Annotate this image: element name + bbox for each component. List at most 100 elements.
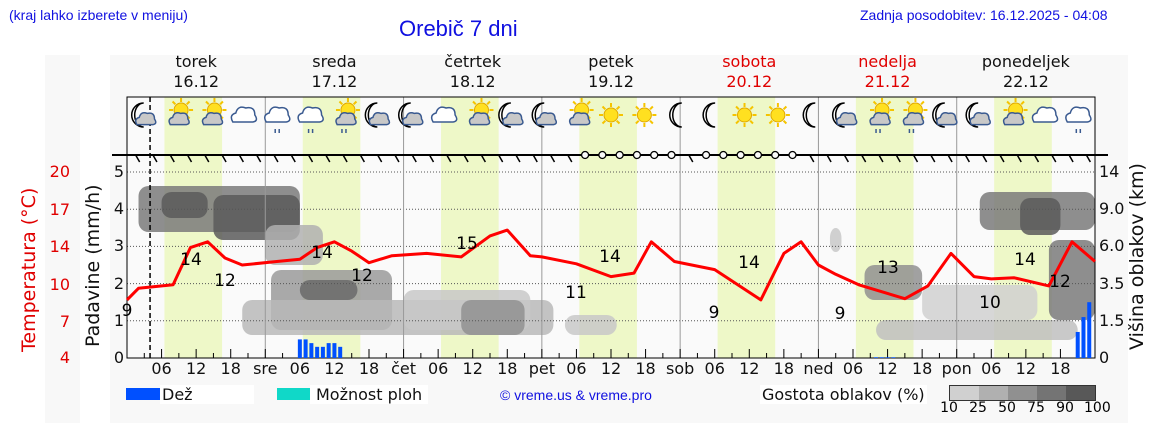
precipitation-tick: 1 <box>113 310 124 330</box>
time-tick: 18 <box>773 359 795 378</box>
svg-text:9: 9 <box>835 304 846 324</box>
sun-cloud-rain-icon <box>335 98 360 133</box>
legend-showers-label: Možnost ploh <box>310 385 429 404</box>
cloud-height-tick: 9.0 <box>1099 199 1125 219</box>
time-tick: 12 <box>324 359 345 378</box>
day-label: četrtek 18.12 <box>413 52 533 92</box>
temperature-tick: 10 <box>49 275 70 294</box>
temperature-tick: 4 <box>59 348 70 367</box>
svg-text:12: 12 <box>351 266 373 286</box>
time-tick: 06 <box>289 359 311 378</box>
day-name: ponedeljek <box>981 52 1070 71</box>
day-label: sreda 17.12 <box>274 52 394 92</box>
svg-text:11: 11 <box>565 283 587 303</box>
legend-showers-swatch <box>277 388 310 400</box>
sun-icon <box>765 103 790 127</box>
cloud-density-swatch <box>979 386 1008 400</box>
cloud-height-tick: 6.0 <box>1099 236 1125 256</box>
precipitation-tick: 0 <box>113 348 124 367</box>
day-label: ponedeljek 22.12 <box>966 52 1086 92</box>
day-name: nedelja <box>858 52 917 71</box>
svg-text:9: 9 <box>709 303 720 323</box>
cloud-height-axis-label: Višina oblakov (km) <box>1126 163 1148 350</box>
sun-icon <box>632 103 657 127</box>
sun-small-cloud-icon <box>168 98 194 126</box>
temperature-tick: 20 <box>49 162 70 181</box>
precipitation-tick: 4 <box>113 199 124 219</box>
day-name: petek <box>588 52 634 71</box>
time-tick: 12 <box>600 359 622 378</box>
sun-cloud-rain-icon <box>869 98 895 133</box>
precipitation-tick: 3 <box>113 236 124 256</box>
svg-text:15: 15 <box>456 234 478 254</box>
cloud-density-swatch <box>1037 386 1066 400</box>
cloud-density-tick: 50 <box>998 400 1016 416</box>
cloud-height-tick: 3.5 <box>1099 273 1125 293</box>
cloud-height-tick: 1.5 <box>1099 310 1125 330</box>
location-menu-hint[interactable]: (kraj lahko izberete v meniju) <box>9 7 188 23</box>
sun-cloud-icon <box>201 98 227 126</box>
moon-cloud-icon <box>364 102 391 128</box>
time-tick: 18 <box>635 359 656 378</box>
day-name: torek <box>175 52 217 71</box>
moon-cloud-icon <box>831 102 858 128</box>
cloud-rain-icon <box>297 106 324 133</box>
svg-text:14: 14 <box>311 243 333 263</box>
temperature-tick: 7 <box>59 312 70 331</box>
cloud-density-swatch <box>1066 386 1095 400</box>
page-title: Orebič 7 dni <box>399 16 518 41</box>
time-tick: sre <box>253 359 278 378</box>
time-tick: ned <box>803 359 834 378</box>
time-tick: 18 <box>358 359 380 378</box>
sun-cloud-rain-icon <box>902 98 928 133</box>
day-date: 16.12 <box>173 72 220 91</box>
sun-cloud-icon <box>1002 98 1028 126</box>
cloud-icon <box>230 106 258 123</box>
cloud-density-tick: 100 <box>1084 400 1111 416</box>
svg-text:14: 14 <box>180 250 202 270</box>
svg-text:12: 12 <box>1049 272 1071 292</box>
time-tick: 06 <box>704 359 725 378</box>
cloud-density-tick: 75 <box>1027 400 1045 416</box>
day-date: 18.12 <box>449 72 496 91</box>
time-tick: 18 <box>220 359 241 378</box>
time-tick: 12 <box>462 359 483 378</box>
cloud-height-tick: 0 <box>1099 348 1110 367</box>
svg-text:14: 14 <box>599 247 621 267</box>
cloud-density-tick: 10 <box>940 400 958 416</box>
last-update: Zadnja posodobitev: 16.12.2025 - 04:08 <box>860 7 1108 23</box>
day-date: 21.12 <box>864 72 911 91</box>
svg-text:12: 12 <box>214 271 236 291</box>
time-tick: 12 <box>1015 359 1037 378</box>
day-label: petek 19.12 <box>551 52 671 92</box>
sun-icon <box>599 103 623 127</box>
day-label: sobota 20.12 <box>689 52 809 92</box>
time-tick: 18 <box>497 359 518 378</box>
svg-text:14: 14 <box>738 253 760 273</box>
cloud-icon <box>430 106 458 123</box>
temperature-tick: 17 <box>49 200 70 219</box>
moon-cloud-icon <box>531 102 558 128</box>
time-tick: 12 <box>185 359 207 378</box>
credit-link[interactable]: © vreme.us & vreme.pro <box>500 387 652 403</box>
day-date: 20.12 <box>726 72 773 91</box>
day-date: 19.12 <box>588 72 634 91</box>
moon-cloud-icon <box>397 102 424 128</box>
cloud-height-tick: 14 <box>1099 162 1120 181</box>
precipitation-tick: 2 <box>113 273 124 293</box>
time-tick: 06 <box>151 359 172 378</box>
cloud-density-scale <box>949 385 1096 401</box>
temp-axis-panel <box>45 55 80 423</box>
cloud-icon <box>1031 106 1059 123</box>
time-tick: pet <box>528 359 555 378</box>
moon-cloud-icon <box>498 102 524 128</box>
temperature-tick: 14 <box>49 237 70 256</box>
time-tick: 06 <box>842 359 864 378</box>
cloud-density-label: Gostota oblakov (%) <box>760 385 927 404</box>
time-tick: 18 <box>911 359 933 378</box>
svg-text:13: 13 <box>877 258 899 278</box>
svg-text:10: 10 <box>979 293 1001 313</box>
cloud-density-swatch <box>1008 386 1037 400</box>
moon-cloud-icon <box>932 102 958 128</box>
